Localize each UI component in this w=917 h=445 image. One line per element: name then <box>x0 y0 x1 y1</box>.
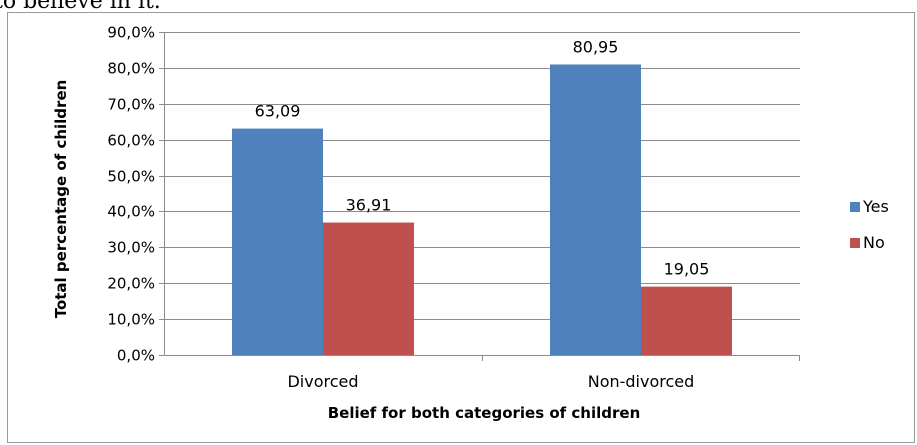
data-label: 80,95 <box>573 37 619 56</box>
chart-frame <box>7 12 915 443</box>
y-tick-label: 90,0% <box>107 24 155 42</box>
data-label: 19,05 <box>664 260 710 279</box>
legend-swatch-yes <box>850 202 860 212</box>
bar-no-divorced <box>323 222 414 355</box>
axes <box>159 32 800 361</box>
category-label: Non-divorced <box>588 372 695 391</box>
category-label: Divorced <box>287 372 358 391</box>
bar-no-non-divorced <box>641 286 732 355</box>
data-label: 36,91 <box>346 196 392 215</box>
y-tick-label: 0,0% <box>117 347 155 365</box>
bar-yes-divorced <box>232 128 323 355</box>
y-tick-label: 80,0% <box>107 60 155 78</box>
bar-yes-non-divorced <box>550 64 641 356</box>
bars <box>232 64 732 356</box>
cropped-top-text: to believe in it. <box>0 0 161 14</box>
y-tick-label: 40,0% <box>107 203 155 221</box>
legend-swatch-no <box>850 238 860 248</box>
y-axis-title: Total percentage of children <box>52 80 70 319</box>
legend: Yes No <box>850 197 889 252</box>
y-tick-label: 60,0% <box>107 132 155 150</box>
data-labels: 63,09 36,91 80,95 19,05 <box>255 37 710 278</box>
y-tick-labels: 0,0% 10,0% 20,0% 30,0% 40,0% 50,0% 60,0% 70,0% 8… <box>107 24 155 365</box>
data-label: 63,09 <box>255 102 301 121</box>
legend-label-yes: Yes <box>862 197 889 216</box>
y-tick-label: 50,0% <box>107 168 155 186</box>
y-tick-label: 30,0% <box>107 239 155 257</box>
y-tick-label: 10,0% <box>107 311 155 329</box>
y-tick-label: 20,0% <box>107 275 155 293</box>
y-tick-label: 70,0% <box>107 96 155 114</box>
category-labels: Divorced Non-divorced <box>287 372 694 391</box>
x-axis-title: Belief for both categories of children <box>328 404 641 422</box>
legend-label-no: No <box>863 233 885 252</box>
